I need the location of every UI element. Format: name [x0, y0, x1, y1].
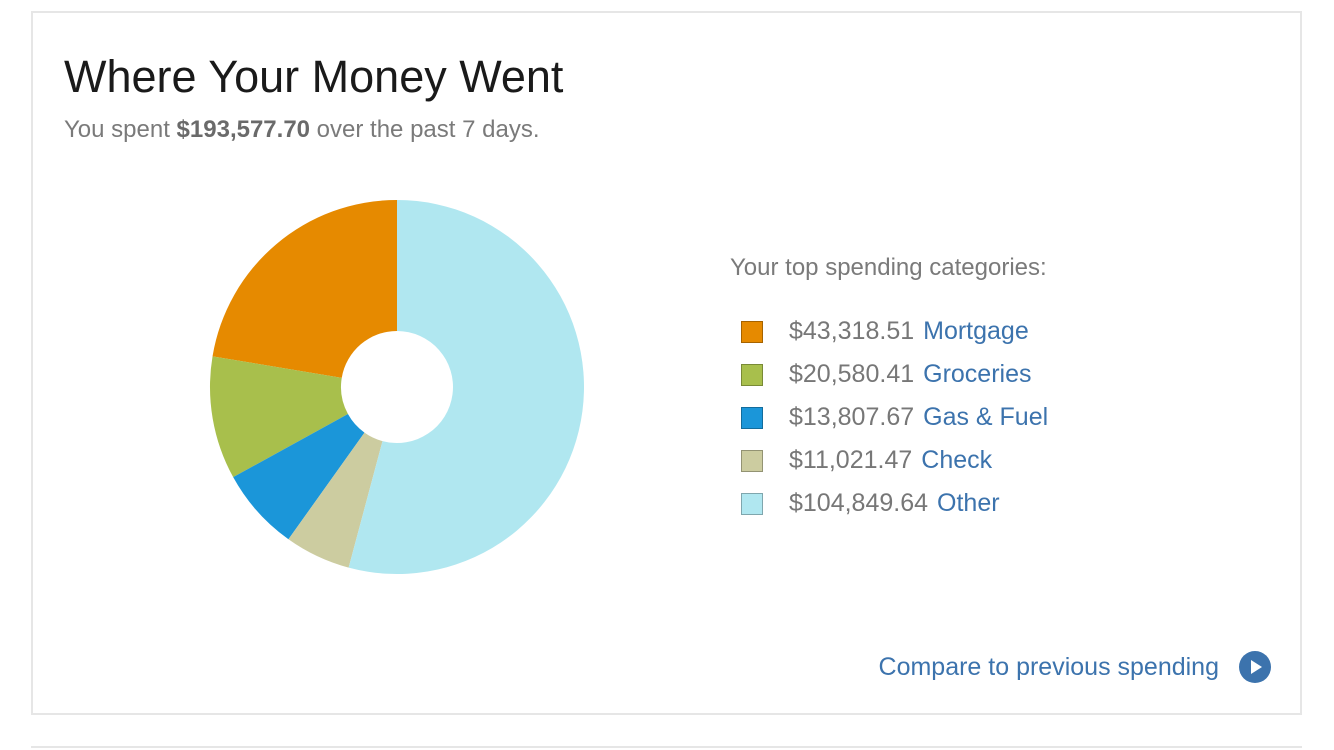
legend-amount: $11,021.47 [789, 446, 913, 474]
spending-card: Where Your Money Went You spent $193,577… [31, 11, 1302, 715]
category-link[interactable]: Mortgage [923, 317, 1029, 345]
spending-summary: You spent $193,577.70 over the past 7 da… [64, 115, 539, 145]
summary-suffix: over the past 7 days. [310, 116, 540, 143]
total-spent: $193,577.70 [176, 116, 311, 143]
legend-item-other: $104,849.64 Other [730, 482, 1048, 525]
legend-swatch [741, 492, 763, 515]
category-link[interactable]: Groceries [923, 360, 1032, 388]
legend-item-groceries: $20,580.41 Groceries [730, 353, 1048, 396]
legend-swatch [741, 363, 763, 386]
category-link[interactable]: Gas & Fuel [923, 403, 1049, 431]
slice-groceries [210, 356, 348, 478]
legend-amount: $13,807.67 [789, 403, 915, 431]
legend-item-gas-fuel: $13,807.67 Gas & Fuel [730, 396, 1048, 439]
slice-mortgage [212, 200, 397, 378]
legend-amount: $104,849.64 [789, 489, 929, 517]
legend-swatch [741, 406, 763, 429]
legend-swatch [741, 320, 763, 343]
card-title: Where Your Money Went [64, 51, 564, 102]
legend-heading: Your top spending categories: [730, 254, 1047, 281]
spending-donut-chart [210, 200, 585, 574]
compare-label[interactable]: Compare to previous spending [878, 652, 1219, 681]
summary-prefix: You spent [64, 116, 177, 143]
spending-legend: Your top spending categories: $43,318.51… [730, 253, 1048, 525]
play-circle-icon[interactable] [1239, 651, 1271, 683]
legend-amount: $20,580.41 [789, 360, 915, 388]
legend-amount: $43,318.51 [789, 317, 915, 345]
legend-swatch [741, 449, 763, 472]
divider [31, 746, 1302, 748]
slice-other [348, 200, 585, 574]
legend-item-mortgage: $43,318.51 Mortgage [730, 310, 1048, 353]
category-link[interactable]: Check [921, 446, 993, 474]
category-link[interactable]: Other [937, 489, 1000, 517]
compare-spending-link[interactable]: Compare to previous spending [879, 651, 1271, 683]
slice-check [288, 432, 383, 568]
slice-gas-fuel [233, 414, 365, 540]
legend-list: $43,318.51 Mortgage $20,580.41 Groceries $13… [730, 310, 1048, 525]
legend-item-check: $11,021.47 Check [730, 439, 1048, 482]
